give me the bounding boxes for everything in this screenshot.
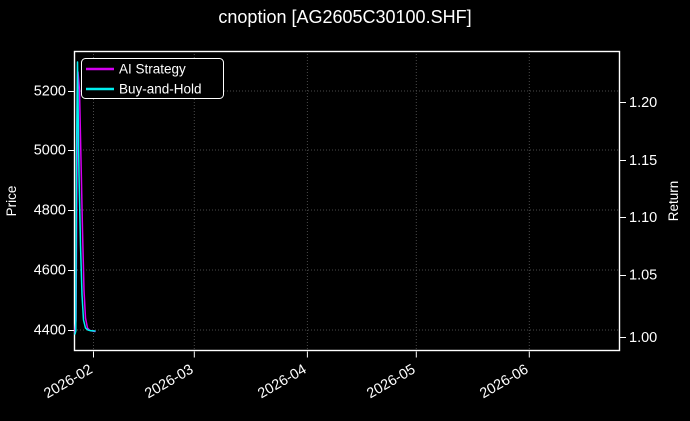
svg-text:4600: 4600 [34,263,66,279]
svg-text:5200: 5200 [34,84,66,100]
svg-text:cnoption [AG2605C30100.SHF]: cnoption [AG2605C30100.SHF] [218,7,471,27]
svg-text:Return: Return [666,181,681,222]
svg-text:AI Strategy: AI Strategy [119,62,186,77]
svg-text:1.00: 1.00 [629,330,657,346]
svg-text:1.05: 1.05 [629,268,657,284]
svg-text:4800: 4800 [34,203,66,219]
svg-text:1.15: 1.15 [629,153,657,169]
svg-text:5000: 5000 [34,143,66,159]
svg-text:1.20: 1.20 [629,95,657,111]
svg-text:1.10: 1.10 [629,210,657,226]
svg-text:Price: Price [4,186,19,217]
svg-text:Buy-and-Hold: Buy-and-Hold [119,82,202,97]
svg-text:4400: 4400 [34,323,66,339]
